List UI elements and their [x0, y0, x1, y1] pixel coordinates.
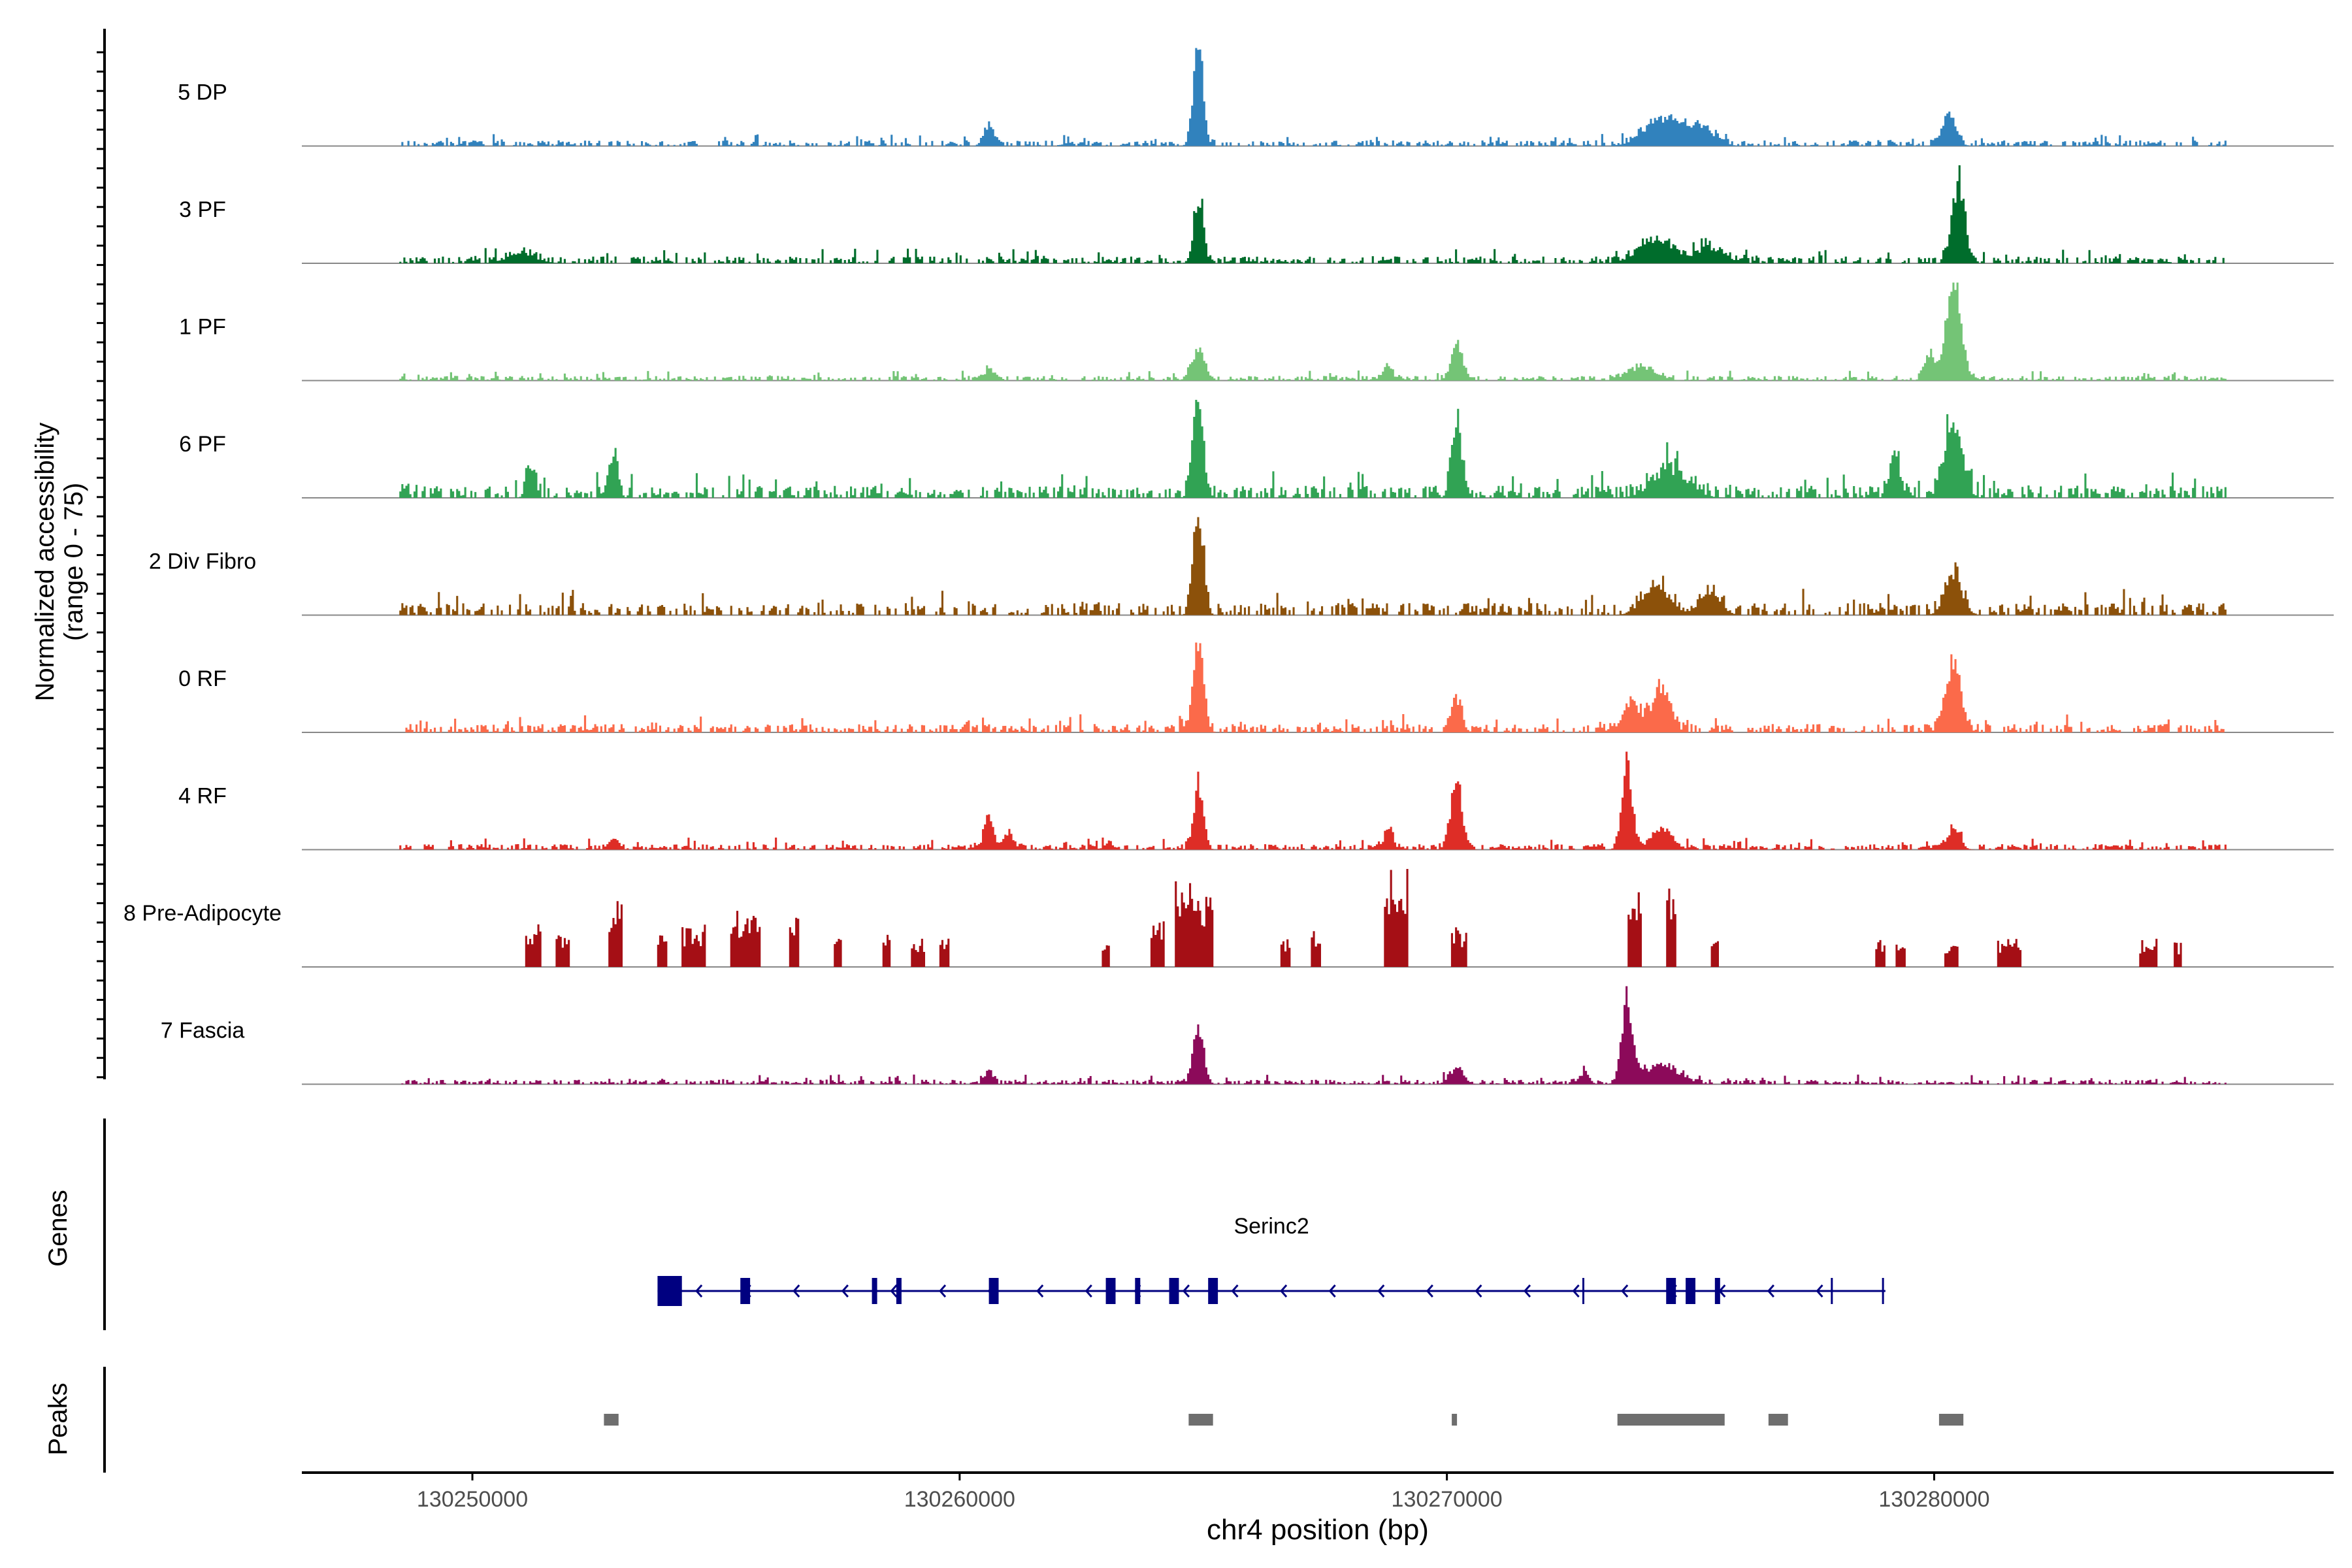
track-coverage-area — [399, 517, 2227, 615]
strand-arrow — [1377, 1284, 1385, 1298]
track-coverage-area — [399, 986, 2227, 1085]
accessibility-axis — [97, 29, 106, 1079]
genes-panel-title: Genes — [44, 1190, 73, 1267]
strand-arrow — [1231, 1284, 1239, 1298]
peak-region — [1188, 1414, 1213, 1426]
track-label: 0 RF — [178, 666, 227, 691]
x-axis-ticks: 130250000 130260000 130270000 130280000 — [417, 1473, 1990, 1512]
track-label: 7 Fascia — [161, 1019, 245, 1043]
tracks-group: 5 DP 3 PF 1 PF 6 PF 2 Div Fibro 0 RF 4 RF 8 Pre… — [123, 48, 2334, 1085]
x-tick-label: 130260000 — [904, 1487, 1015, 1512]
peak-region — [1938, 1414, 1964, 1426]
strand-arrow — [1426, 1284, 1433, 1298]
track-coverage-area — [399, 869, 2227, 967]
track-coverage-area — [399, 642, 2227, 732]
peak-region — [1617, 1414, 1725, 1426]
strand-arrow — [1572, 1284, 1580, 1298]
strand-arrow — [1621, 1284, 1629, 1298]
y-axis-title-line1: Normalized accessibility — [31, 423, 59, 702]
track-2-div-fibro: 2 Div Fibro — [149, 517, 2334, 616]
track-coverage-area — [399, 165, 2227, 263]
track-0-rf: 0 RF — [178, 642, 2334, 733]
track-label: 1 PF — [179, 315, 226, 340]
x-axis-title: chr4 position (bp) — [1207, 1514, 1429, 1546]
track-label: 3 PF — [179, 197, 226, 222]
gene-exon — [896, 1278, 902, 1304]
peaks-panel-title: Peaks — [44, 1382, 73, 1455]
strand-arrow — [695, 1284, 703, 1298]
track-1-pf: 1 PF — [179, 282, 2334, 382]
track-4-rf: 4 RF — [178, 751, 2334, 851]
gene-exon — [988, 1278, 999, 1304]
strand-arrow — [1328, 1284, 1336, 1298]
strand-arrow — [1475, 1284, 1482, 1298]
track-coverage-area — [399, 48, 2227, 146]
strand-arrow — [1085, 1284, 1092, 1298]
track-label: 8 Pre-Adipocyte — [123, 901, 282, 926]
strand-arrow — [1036, 1284, 1044, 1298]
gene-exon — [1135, 1278, 1141, 1304]
gene-exon — [1169, 1278, 1179, 1304]
gene-exon — [1666, 1278, 1676, 1304]
peak-region — [604, 1414, 619, 1426]
gene-exon — [740, 1278, 751, 1304]
track-coverage-area — [399, 751, 2227, 850]
gene-exon — [1208, 1278, 1218, 1304]
strand-arrow — [1523, 1284, 1531, 1298]
y-axis-title: Normalized accessibility (range 0 - 75) — [31, 423, 88, 702]
strand-arrow — [841, 1284, 849, 1298]
strand-arrow — [890, 1284, 898, 1298]
track-label: 2 Div Fibro — [149, 549, 256, 574]
x-tick-label: 130280000 — [1878, 1487, 1989, 1512]
gene-label-serinc2: Serinc2 — [1233, 1214, 1309, 1239]
strand-arrow — [938, 1284, 947, 1298]
gene-exon — [872, 1278, 877, 1304]
strand-arrow — [1767, 1284, 1774, 1298]
track-coverage-area — [399, 400, 2227, 498]
track-6-pf: 6 PF — [179, 400, 2334, 498]
track-5-dp: 5 DP — [178, 48, 2334, 147]
track-8-pre-adipocyte: 8 Pre-Adipocyte — [123, 869, 2334, 968]
strand-arrow — [792, 1284, 800, 1298]
x-tick-label: 130270000 — [1392, 1487, 1503, 1512]
track-coverage-area — [399, 282, 2227, 381]
track-3-pf: 3 PF — [179, 165, 2334, 264]
track-label: 4 RF — [178, 784, 227, 809]
strand-arrow — [1816, 1284, 1823, 1298]
gene-utr — [657, 1276, 682, 1306]
peak-region — [1768, 1414, 1788, 1426]
y-axis-title-line2: (range 0 - 75) — [59, 483, 88, 641]
track-label: 5 DP — [178, 80, 227, 105]
x-tick-label: 130250000 — [417, 1487, 528, 1512]
gene-model-serinc2 — [657, 1276, 1886, 1306]
peak-regions — [604, 1414, 1964, 1426]
gene-exon — [1714, 1278, 1720, 1304]
track-7-fascia: 7 Fascia — [161, 986, 2334, 1085]
gene-exon — [1105, 1278, 1116, 1304]
strand-arrow — [1182, 1284, 1190, 1298]
track-label: 6 PF — [179, 432, 226, 457]
strand-arrow — [1280, 1284, 1288, 1298]
peak-region — [1452, 1414, 1458, 1426]
gene-exon — [1686, 1278, 1695, 1304]
